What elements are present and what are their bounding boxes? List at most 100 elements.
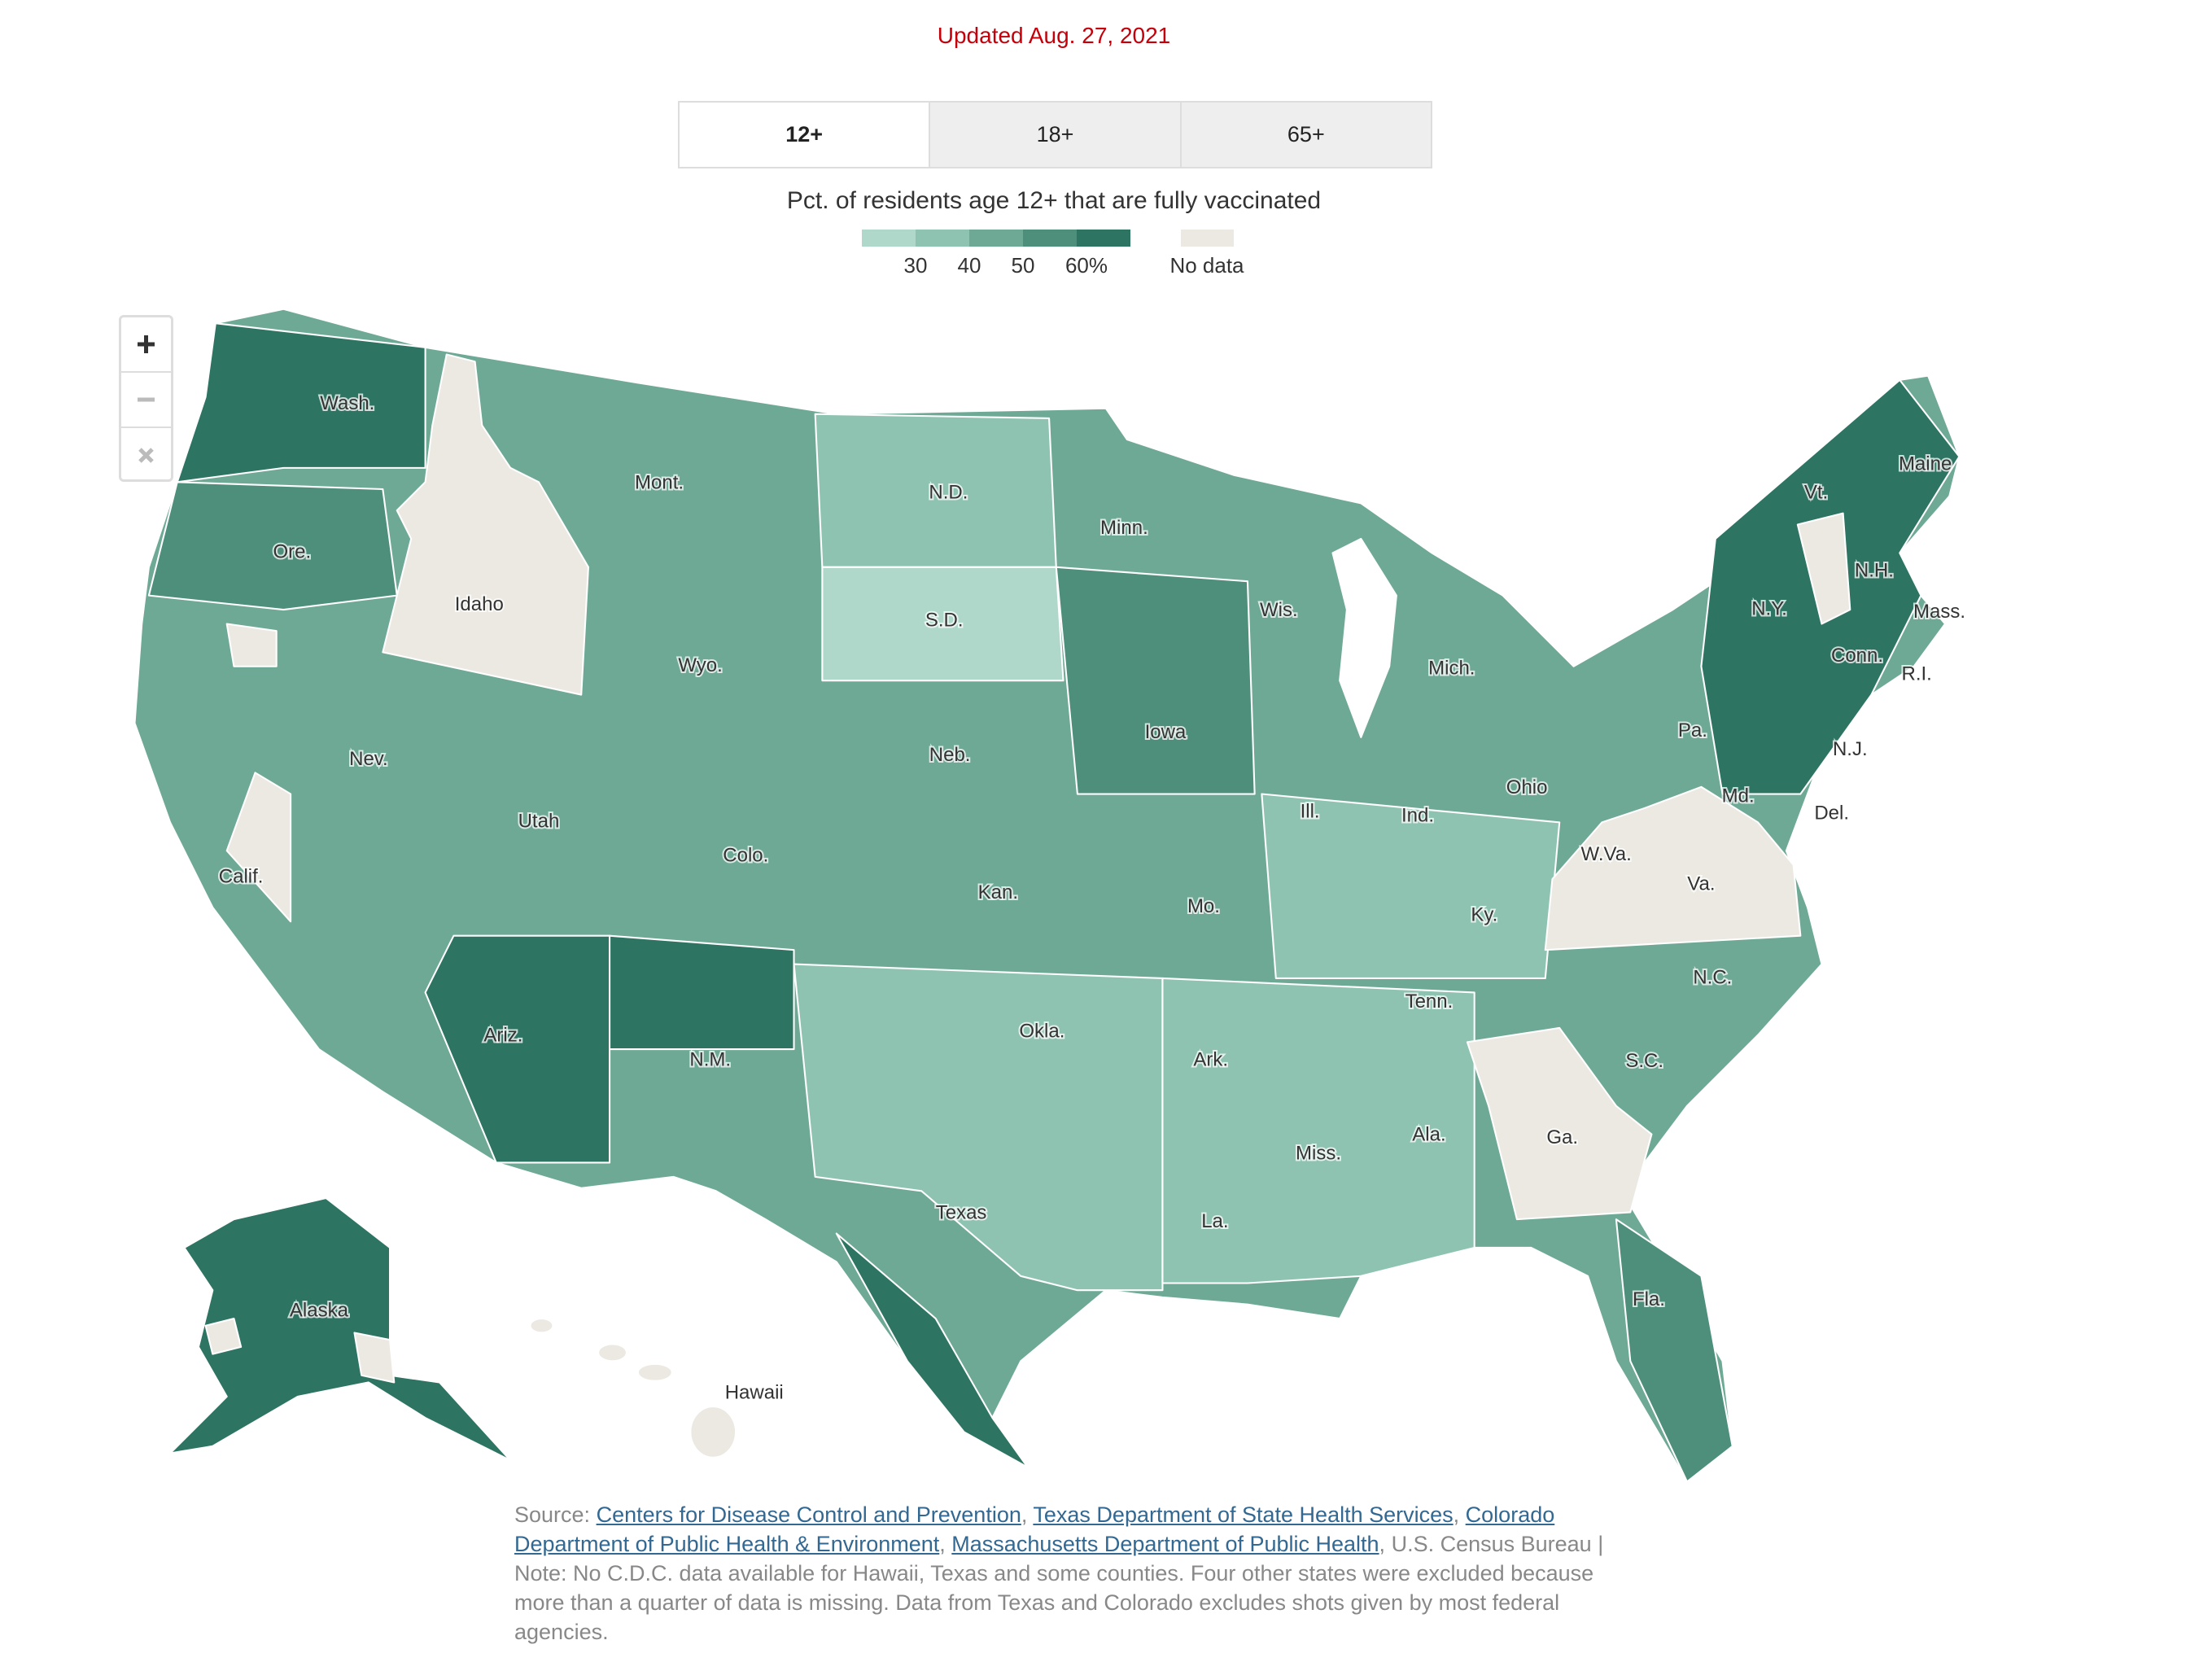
hawaii: [529, 1318, 554, 1334]
state-label: W.Va.: [1581, 843, 1632, 865]
hawaii: [636, 1362, 673, 1382]
state-label: Nev.: [349, 748, 388, 770]
source-link[interactable]: Colorado Department of Public Health & E…: [514, 1502, 1555, 1556]
source-link[interactable]: Centers for Disease Control and Preventi…: [596, 1502, 1021, 1527]
state-label: Alaska: [290, 1300, 349, 1322]
no-data-area: [225, 623, 278, 667]
state-label: N.C.: [1693, 966, 1732, 988]
age-tab[interactable]: 18+: [929, 103, 1180, 167]
age-tab[interactable]: 65+: [1179, 103, 1431, 167]
state-label: Miss.: [1296, 1142, 1341, 1164]
state-labels: Wash. Mont. Idaho Ore. N.D. Minn. Wis. Mich. Mai…: [217, 391, 1967, 1406]
region-shade: [424, 934, 611, 1164]
region-shade: [609, 934, 795, 1051]
state-label: N.H.: [1855, 559, 1894, 581]
region-shade: [1261, 793, 1561, 980]
zoom-in[interactable]: [121, 317, 171, 373]
state-label: Conn.: [1831, 645, 1883, 667]
zoom-out[interactable]: [121, 373, 171, 428]
state-label: Ark.: [1193, 1048, 1228, 1070]
legend-label: 30: [904, 253, 928, 278]
no-data-swatch: [1181, 230, 1234, 247]
source-text: ,: [939, 1532, 946, 1556]
state-label: Mich.: [1428, 658, 1475, 680]
source-note: Source: Centers for Disease Control and …: [514, 1500, 1605, 1647]
state-label: Ind.: [1401, 805, 1434, 827]
state-label: Mass.: [1913, 601, 1965, 623]
region-shade: [176, 322, 426, 483]
legend-swatch: [862, 230, 916, 247]
legend-swatch: [1023, 230, 1077, 247]
reset[interactable]: [121, 428, 171, 482]
legend-title: Pct. of residents age 12+ that are fully…: [786, 187, 1322, 214]
state-label: S.C.: [1625, 1050, 1663, 1072]
state-label: Calif.: [219, 866, 264, 888]
state-label: Pa.: [1678, 719, 1707, 741]
region-shade: [835, 1232, 1029, 1469]
legend-swatch: [1077, 230, 1130, 247]
age-tabs: 12+ 18+ 65+: [678, 101, 1432, 168]
state-label: Mo.: [1187, 895, 1220, 917]
legend: 30 40 50 60% No data: [862, 230, 1244, 278]
state-label: N.D.: [929, 482, 968, 504]
state-label: Tenn.: [1405, 991, 1454, 1013]
region-shade: [821, 566, 1064, 682]
legend-swatch: [916, 230, 969, 247]
state-label: Wis.: [1260, 599, 1298, 621]
state-label: Ariz.: [483, 1025, 522, 1047]
state-label: Ohio: [1506, 776, 1548, 798]
region-shade: [1161, 977, 1475, 1284]
legend-label: 40: [958, 253, 981, 278]
us-mainland: [133, 308, 1961, 1483]
state-label: Ill.: [1301, 801, 1320, 823]
lake: [1331, 537, 1397, 738]
state-label: Ala.: [1412, 1124, 1445, 1146]
state-label: Utah: [518, 811, 560, 833]
state-label: La.: [1201, 1210, 1228, 1232]
no-data-area: [225, 772, 292, 923]
source-link[interactable]: Massachusetts Department of Public Healt…: [951, 1532, 1379, 1556]
source-link[interactable]: Texas Department of State Health Service…: [1033, 1502, 1454, 1527]
state-label: Ky.: [1471, 904, 1497, 926]
legend-label: 50: [1012, 253, 1035, 278]
no-data-area: [353, 1332, 396, 1384]
state-label: Va.: [1687, 873, 1715, 894]
state-label: Ga.: [1546, 1126, 1578, 1148]
state-label: Colo.: [723, 845, 768, 867]
region-shade: [147, 481, 398, 611]
age-tab[interactable]: 12+: [680, 103, 929, 167]
state-label: Texas: [936, 1201, 987, 1223]
state-label: Idaho: [455, 593, 504, 615]
state-label: N.M.: [689, 1048, 731, 1070]
map-shapes: [133, 308, 1961, 1483]
state-label: Ore.: [273, 541, 312, 563]
no-data-state: [1544, 785, 1802, 951]
state-label: Neb.: [929, 744, 971, 766]
reset-icon: [138, 448, 154, 463]
state-label: Kan.: [978, 881, 1018, 903]
no-data-label: No data: [1169, 253, 1244, 278]
state-label: S.D.: [925, 609, 964, 631]
state-label: Fla.: [1633, 1288, 1665, 1310]
state-label: Okla.: [1019, 1021, 1064, 1043]
state-label: Iowa: [1145, 721, 1187, 743]
region-shade: [1055, 566, 1256, 795]
zoom-in-icon: [138, 335, 155, 353]
no-data-area: [204, 1318, 243, 1355]
no-data-state: [382, 353, 589, 696]
state-label: Wyo.: [678, 654, 722, 676]
state-label: Minn.: [1100, 517, 1148, 539]
state-label: Del.: [1814, 802, 1849, 824]
source-text: ,: [1379, 1532, 1386, 1556]
state-label: N.J.: [1833, 738, 1868, 760]
hawaii: [689, 1406, 737, 1459]
legend-label: 60%: [1065, 253, 1108, 278]
source-text: U.S. Census Bureau | Note: No C.D.C. dat…: [514, 1532, 1604, 1644]
state-label: N.Y.: [1751, 597, 1787, 619]
source-text: Source:: [514, 1502, 591, 1527]
state-label: Maine: [1899, 453, 1952, 475]
state-label: R.I.: [1902, 663, 1932, 685]
zoom-controls: [119, 315, 173, 482]
